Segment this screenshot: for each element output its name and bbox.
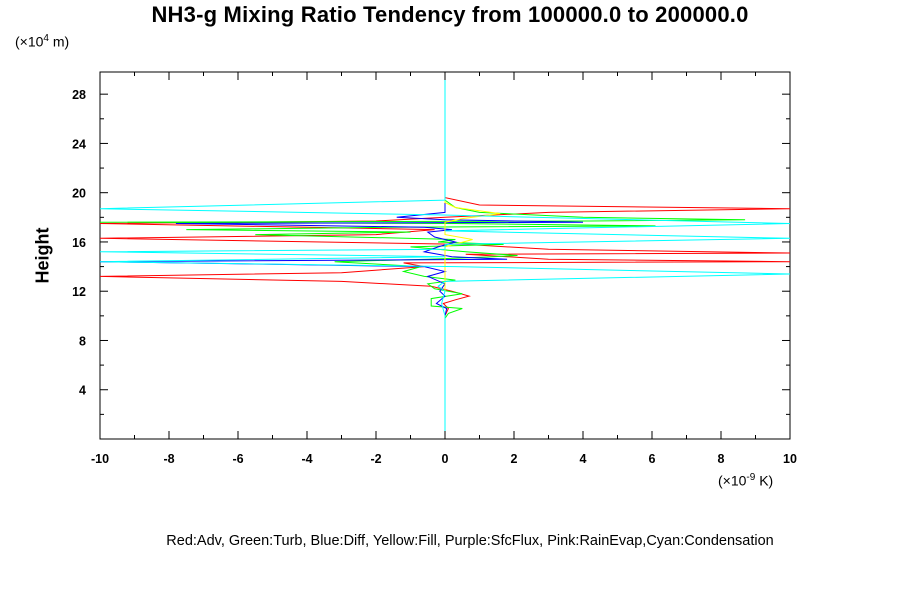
legend-text: Red:Adv, Green:Turb, Blue:Diff, Yellow:F… <box>166 533 774 549</box>
series-line-fill <box>444 72 501 292</box>
chart-title: NH3-g Mixing Ratio Tendency from 100000.… <box>151 2 749 27</box>
series-line-condensation <box>99 72 791 439</box>
series-line-diff <box>99 72 584 417</box>
y-axis-unit: (×104 m) <box>15 33 70 50</box>
x-tick-label: 8 <box>718 452 725 466</box>
y-tick-label: 24 <box>72 137 86 151</box>
y-tick-label: 8 <box>79 334 86 348</box>
x-tick-label: -10 <box>91 452 109 466</box>
x-tick-label: -6 <box>232 452 243 466</box>
y-tick-label: 12 <box>72 285 86 299</box>
x-tick-label: 0 <box>442 452 449 466</box>
series-line-adv <box>99 72 791 417</box>
series-line-turb <box>99 72 746 417</box>
x-tick-label: 4 <box>580 452 587 466</box>
y-tick-label: 16 <box>72 236 86 250</box>
x-tick-label: 6 <box>649 452 656 466</box>
y-axis-label: Height <box>32 227 53 284</box>
x-axis-unit: (×10-9 K) <box>718 472 774 489</box>
y-tick-label: 28 <box>72 88 86 102</box>
x-tick-label: -2 <box>370 452 381 466</box>
x-tick-label: 10 <box>783 452 797 466</box>
x-tick-label: 2 <box>511 452 518 466</box>
series-layer <box>99 72 791 439</box>
y-tick-label: 4 <box>79 384 86 398</box>
y-tick-label: 20 <box>72 187 86 201</box>
x-tick-label: -8 <box>163 452 174 466</box>
x-tick-label: -4 <box>301 452 312 466</box>
